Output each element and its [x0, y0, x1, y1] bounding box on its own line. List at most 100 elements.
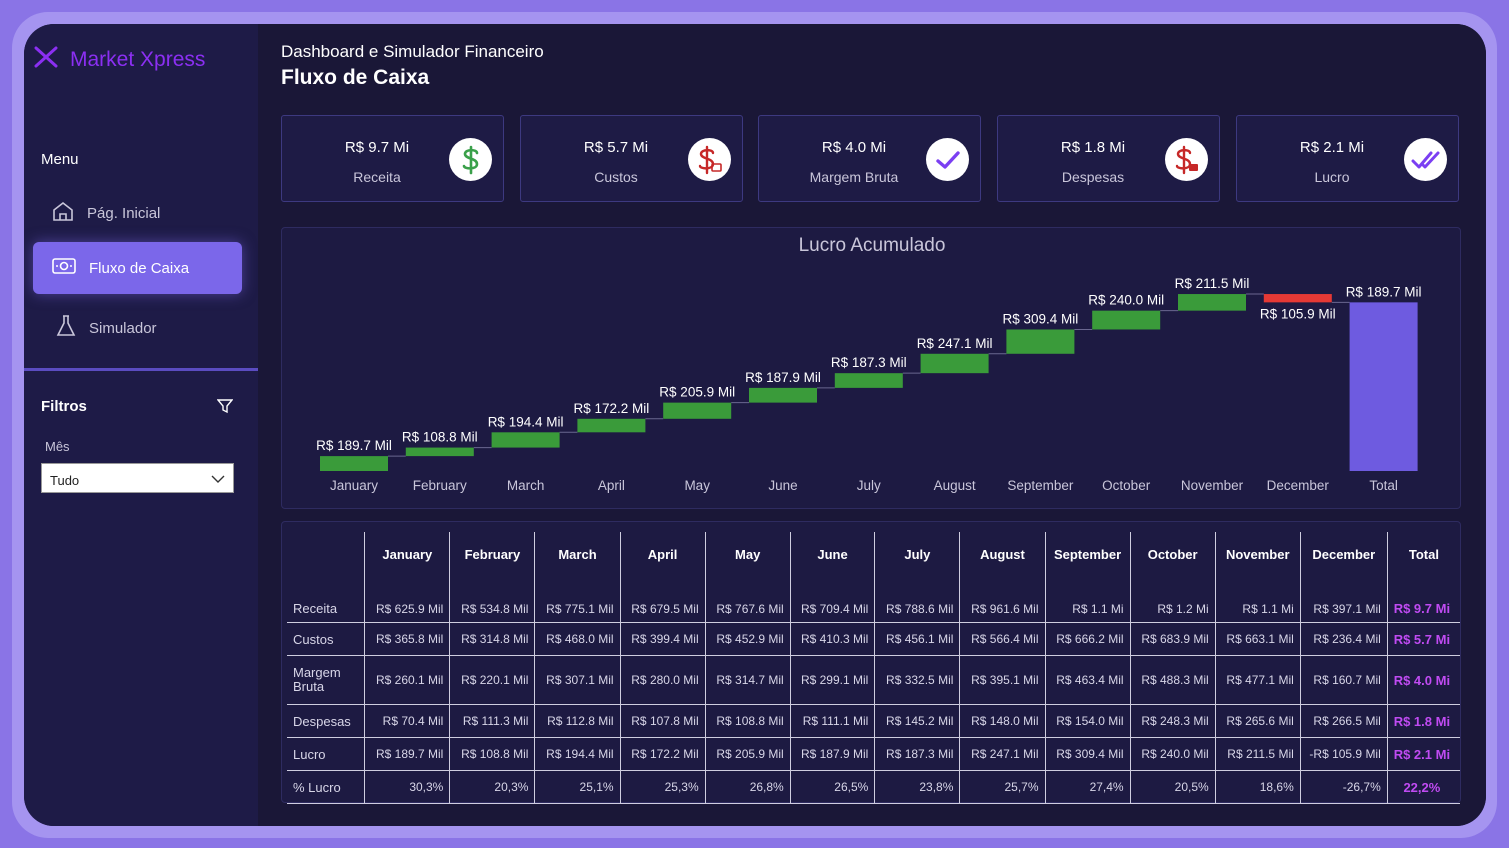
table-cell: R$ 1.1 Mi [1214, 576, 1301, 623]
table-cell: R$ 1.1 Mi [1044, 576, 1131, 623]
sidebar-item-home[interactable]: Pág. Inicial [33, 187, 242, 239]
table-cell: R$ 189.7 Mil [364, 737, 450, 771]
table-cell: R$ 260.1 Mil [364, 655, 450, 705]
waterfall-bar-may[interactable] [663, 402, 732, 419]
x-tick-label: December [1267, 478, 1330, 493]
waterfall-bar-march[interactable] [491, 432, 560, 448]
waterfall-bar-total[interactable] [1349, 302, 1418, 471]
x-tick-label: May [684, 478, 710, 493]
table-cell: R$ 307.1 Mil [534, 655, 621, 705]
table-cell: R$ 247.1 Mil [959, 737, 1045, 771]
column-header[interactable]: January [364, 532, 450, 576]
column-header[interactable]: October [1129, 532, 1216, 576]
waterfall-chart: R$ 189.7 Mil January R$ 108.8 Mil February R… [316, 276, 1422, 493]
table-row: % Lucro 30,3% 20,3% 25,1% 25,3% 26,8% 26,5% 23,… [287, 770, 1460, 804]
data-label: R$ 108.8 Mil [402, 430, 478, 445]
table-cell: R$ 111.1 Mil [789, 704, 875, 738]
filters-title: Filtros [41, 398, 87, 415]
table-cell: R$ 788.6 Mil [874, 576, 960, 623]
data-label: R$ 205.9 Mil [659, 385, 735, 400]
data-label: R$ 247.1 Mil [917, 336, 993, 351]
column-header[interactable]: Total [1386, 532, 1460, 576]
waterfall-bar-november[interactable] [1178, 294, 1246, 311]
table-cell: R$ 410.3 Mil [789, 622, 875, 656]
table-cell: R$ 395.1 Mil [959, 655, 1045, 705]
row-label: Custos [287, 622, 365, 656]
table-cell: R$ 236.4 Mil [1299, 622, 1388, 656]
row-label: Despesas [287, 704, 365, 738]
column-header[interactable]: March [534, 532, 621, 576]
column-header[interactable]: August [959, 532, 1045, 576]
table-cell: R$ 112.8 Mil [534, 704, 621, 738]
dollar-expense-icon [1165, 138, 1208, 181]
kpi-value: R$ 1.8 Mi [1060, 139, 1126, 156]
month-filter-select[interactable]: Tudo [41, 463, 234, 493]
table-cell: R$ 172.2 Mil [619, 737, 706, 771]
x-tick-label: October [1102, 478, 1151, 493]
waterfall-bar-august[interactable] [920, 353, 989, 374]
chevron-down-icon [211, 472, 225, 487]
sidebar-item-fluxo-de-caixa[interactable]: Fluxo de Caixa [33, 242, 242, 294]
sidebar-item-simulador[interactable]: Simulador [33, 302, 242, 354]
waterfall-bar-february[interactable] [405, 447, 474, 457]
table-cell: 23,8% [874, 770, 960, 804]
sidebar-divider [24, 368, 258, 371]
table-cell: R$ 332.5 Mil [874, 655, 960, 705]
kpi-label: Despesas [1061, 169, 1125, 185]
data-label: R$ 187.3 Mil [831, 355, 907, 370]
waterfall-bar-october[interactable] [1092, 310, 1161, 330]
matrix-table-panel: January February March April May June July Augu… [281, 521, 1461, 804]
column-header[interactable]: June [789, 532, 875, 576]
table-cell: 20,3% [449, 770, 535, 804]
table-cell: R$ 397.1 Mil [1299, 576, 1388, 623]
waterfall-bar-december[interactable] [1263, 294, 1332, 303]
data-label: R$ 105.9 Mil [1260, 306, 1336, 321]
column-header[interactable]: September [1044, 532, 1131, 576]
kpi-value: R$ 2.1 Mi [1299, 139, 1365, 156]
waterfall-bar-july[interactable] [834, 373, 903, 388]
table-cell: R$ 2.1 Mi [1386, 737, 1460, 771]
waterfall-bar-january[interactable] [320, 456, 388, 471]
kpi-card-lucro: R$ 2.1 Mi Lucro [1236, 115, 1459, 202]
data-label: R$ 172.2 Mil [574, 401, 650, 416]
column-header[interactable]: February [449, 532, 535, 576]
financial-table: January February March April May June July Augu… [287, 532, 1460, 804]
column-header[interactable]: April [619, 532, 706, 576]
column-header[interactable]: November [1214, 532, 1301, 576]
check-icon [926, 138, 969, 181]
table-cell: R$ 666.2 Mil [1044, 622, 1131, 656]
table-cell: R$ 205.9 Mil [704, 737, 791, 771]
table-corner [287, 532, 365, 576]
waterfall-bar-september[interactable] [1006, 329, 1075, 354]
data-label: R$ 309.4 Mil [1003, 311, 1079, 326]
table-cell: R$ 709.4 Mil [789, 576, 875, 623]
waterfall-bar-april[interactable] [577, 418, 646, 433]
table-cell: -R$ 105.9 Mil [1299, 737, 1388, 771]
logo[interactable]: Market Xpress [34, 46, 205, 73]
table-cell: R$ 70.4 Mil [364, 704, 450, 738]
table-cell: R$ 107.8 Mil [619, 704, 706, 738]
x-tick-label: March [507, 478, 545, 493]
filter-icon[interactable] [216, 398, 234, 419]
kpi-value: R$ 4.0 Mi [821, 139, 887, 156]
waterfall-bar-june[interactable] [749, 387, 817, 403]
table-cell: R$ 148.0 Mil [959, 704, 1045, 738]
month-filter-label: Mês [45, 439, 70, 454]
column-header[interactable]: May [704, 532, 791, 576]
column-header[interactable]: July [874, 532, 960, 576]
column-header[interactable]: December [1299, 532, 1388, 576]
table-cell: R$ 111.3 Mil [449, 704, 535, 738]
table-cell: R$ 265.6 Mil [1214, 704, 1301, 738]
table-cell: R$ 108.8 Mil [449, 737, 535, 771]
app-window: Market Xpress Menu Pág. Inicial Fluxo de… [24, 24, 1486, 826]
table-cell: 25,1% [534, 770, 621, 804]
kpi-card-margem-bruta: R$ 4.0 Mi Margem Bruta [758, 115, 981, 202]
table-cell: R$ 108.8 Mil [704, 704, 791, 738]
table-cell: R$ 365.8 Mil [364, 622, 450, 656]
table-cell: 30,3% [364, 770, 450, 804]
waterfall-chart-panel: Lucro Acumulado R$ 189.7 Mil January R$ 10… [281, 227, 1461, 509]
table-cell: R$ 9.7 Mi [1386, 576, 1460, 623]
table-cell: R$ 452.9 Mil [704, 622, 791, 656]
dollar-icon [449, 138, 492, 181]
data-label: R$ 189.7 Mil [1346, 284, 1422, 299]
